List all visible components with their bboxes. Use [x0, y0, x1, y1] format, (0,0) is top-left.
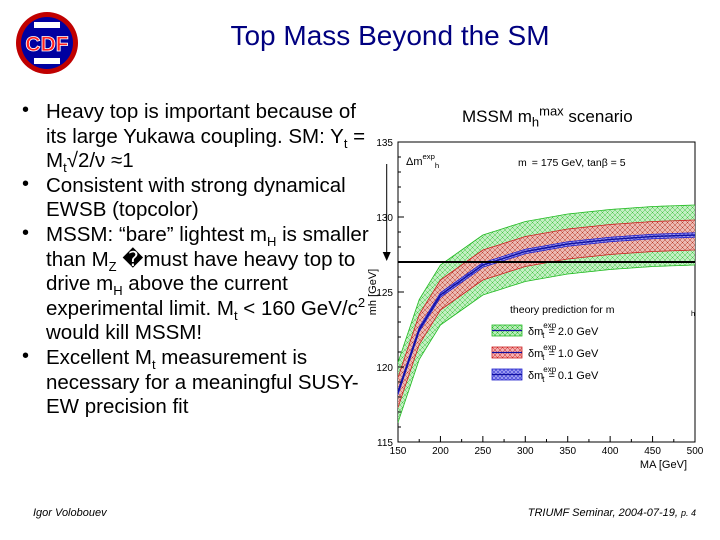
- bullet-text-part: t: [63, 160, 67, 176]
- bullet-text-part: MSSM: “bare” lightest m: [46, 222, 267, 246]
- bullet-text-part: above the current experimental limit. M: [46, 272, 288, 320]
- x-tick-label: 300: [517, 446, 534, 457]
- bullet-text-part: H: [113, 283, 123, 299]
- band-2: [398, 220, 695, 408]
- legend-title-sub: h: [691, 309, 695, 318]
- footer-seminar: TRIUMF Seminar, 2004-07-19, p. 4: [528, 507, 696, 519]
- figure-heading: MSSM mhmax scenario: [462, 104, 633, 130]
- bullet-text-part: = M: [46, 124, 366, 173]
- y-tick-label: 125: [376, 288, 393, 299]
- x-tick-label: 400: [602, 446, 619, 457]
- x-tick-label: 200: [432, 446, 449, 457]
- footer-page: p. 4: [680, 508, 696, 518]
- bullet-text-part: < 160 GeV/c: [237, 296, 358, 320]
- y-tick-label: 115: [377, 438, 393, 449]
- legend-part: t: [542, 331, 545, 340]
- logo-bar-top: [34, 22, 60, 28]
- x-tick-label: 150: [390, 446, 407, 457]
- bullet-item-2: Consistent with strong dynamical EWSB (t…: [22, 172, 372, 223]
- x-tick-label: 450: [644, 446, 661, 457]
- legend-part: exp: [543, 365, 556, 374]
- label-part: h: [435, 161, 439, 170]
- figure-heading-post: scenario: [563, 107, 633, 126]
- bullet-text-part: Z: [108, 258, 117, 274]
- bullet-text-part: would kill MSSM!: [46, 321, 203, 345]
- legend-part: t: [542, 353, 545, 362]
- params-label: m = 175 GeV, tanβ = 5: [518, 157, 626, 169]
- bullet-text-part: Consistent with strong dynamical EWSB (t…: [46, 173, 346, 222]
- figure-heading-sub: h: [531, 114, 540, 130]
- band-edge-upper: [397, 232, 696, 391]
- mh-vs-ma-chart: 150 200 250 300 350 400 450 500 115 120 125 130 135 M…: [367, 138, 704, 471]
- bullet-text-part: �must have heavy top to drive m: [46, 247, 356, 296]
- legend-title: theory prediction for m: [510, 304, 615, 316]
- x-tick-label: 250: [475, 446, 492, 457]
- bullet-text-part: t: [233, 307, 238, 323]
- y-tick-label: 120: [376, 363, 393, 374]
- legend-part: = 0.1 GeV: [548, 370, 599, 382]
- bullet-list: Heavy top is important because of its la…: [22, 98, 372, 420]
- legend-part: δm: [528, 370, 543, 382]
- bullet-item-4: Excellent Mt measurement is necessary fo…: [22, 344, 372, 420]
- cdf-logo: CDF: [16, 12, 78, 74]
- figure-heading-pre: MSSM m: [462, 107, 532, 126]
- band-edge-lower: [397, 236, 696, 395]
- y-tick-label: 135: [376, 138, 393, 149]
- bullet-item-1: Heavy top is important because of its la…: [22, 98, 372, 176]
- x-tick-label: 500: [687, 446, 704, 457]
- footer-seminar-text: TRIUMF Seminar, 2004-07-19,: [527, 507, 681, 519]
- legend-part: exp: [543, 321, 556, 330]
- legend-label-1: δmexp t = 2.0 GeV: [528, 321, 599, 340]
- legend-label-3: δmexp t = 0.1 GeV: [528, 365, 599, 384]
- logo-letters: CDF: [25, 33, 68, 56]
- bullet-text-part: Excellent M: [46, 345, 152, 369]
- arrow-head: [382, 252, 391, 261]
- bullet-text-part: is smaller than M: [46, 222, 369, 271]
- page-title: Top Mass Beyond the SM: [230, 20, 550, 51]
- bullet-text-part: measurement is necessary for a meaningfu…: [46, 345, 359, 419]
- logo-bar-bottom: [34, 58, 60, 64]
- logo-inner-disc: [21, 17, 73, 69]
- legend-part: = 1.0 GeV: [548, 348, 599, 360]
- band-edge-lower: [397, 264, 696, 423]
- label-part: Δm: [406, 156, 423, 168]
- footer-author: Igor Volobouev: [33, 507, 107, 519]
- legend-part: = 2.0 GeV: [548, 326, 599, 338]
- y-tick-label: 130: [376, 213, 393, 224]
- x-tick-label: 350: [559, 446, 576, 457]
- central-curve: [397, 234, 696, 393]
- legend-label-2: δmexp t = 1.0 GeV: [528, 343, 599, 362]
- bullet-text-part: 2: [357, 294, 366, 310]
- bullet-item-3: MSSM: “bare” lightest mH is smaller than…: [22, 221, 372, 346]
- bullet-text-part: t: [343, 135, 348, 151]
- bullet-text-part: √2/ν ≈1: [66, 149, 134, 173]
- legend-part: t: [542, 375, 545, 384]
- bullet-text-part: H: [267, 234, 277, 250]
- legend-part: δm: [528, 348, 543, 360]
- bullet-text-part: t: [151, 357, 156, 373]
- legend-part: δm: [528, 326, 543, 338]
- band-edge-upper: [397, 204, 696, 363]
- x-axis-title: MA [GeV]: [640, 459, 687, 471]
- figure-heading-sup: max: [539, 103, 564, 119]
- rich-label: Δmexph: [406, 152, 439, 170]
- bullet-text-part: Heavy top is important because of its la…: [46, 100, 356, 148]
- legend-part: exp: [543, 343, 556, 352]
- y-axis-title: mh [GeV]: [367, 269, 379, 315]
- label-part: exp: [423, 152, 435, 161]
- band-edge-upper: [397, 219, 696, 378]
